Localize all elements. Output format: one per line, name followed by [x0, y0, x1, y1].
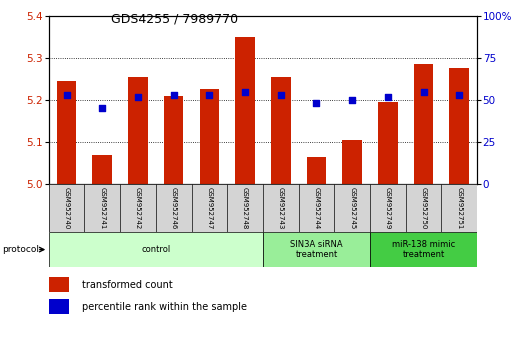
Bar	[49, 232, 263, 267]
Point	[170, 92, 178, 98]
Text: GSM952744: GSM952744	[313, 187, 320, 229]
Bar	[85, 184, 120, 232]
Text: GSM952746: GSM952746	[171, 187, 176, 229]
Bar	[200, 90, 219, 184]
Bar	[307, 157, 326, 184]
Bar	[92, 155, 112, 184]
Point	[348, 97, 356, 103]
Bar	[449, 68, 469, 184]
Bar	[378, 102, 398, 184]
Bar	[227, 184, 263, 232]
Text: percentile rank within the sample: percentile rank within the sample	[82, 302, 247, 312]
Point	[63, 92, 71, 98]
Bar	[263, 184, 299, 232]
Bar	[128, 77, 148, 184]
Bar	[57, 81, 76, 184]
Bar	[156, 184, 191, 232]
Point	[455, 92, 463, 98]
Point	[384, 94, 392, 99]
Bar	[441, 184, 477, 232]
Point	[420, 89, 428, 95]
Bar	[370, 232, 477, 267]
Text: GSM952750: GSM952750	[421, 187, 426, 229]
Bar	[49, 184, 85, 232]
Point	[312, 101, 321, 106]
Bar	[49, 277, 69, 292]
Bar	[263, 232, 370, 267]
Text: control: control	[141, 245, 170, 254]
Point	[98, 105, 106, 111]
Bar	[413, 64, 433, 184]
Text: GSM952745: GSM952745	[349, 187, 355, 229]
Bar	[235, 37, 255, 184]
Bar	[191, 184, 227, 232]
Text: transformed count: transformed count	[82, 280, 173, 291]
Text: GSM952741: GSM952741	[100, 187, 105, 229]
Bar	[299, 184, 334, 232]
Bar	[334, 184, 370, 232]
Text: GDS4255 / 7989770: GDS4255 / 7989770	[111, 12, 238, 25]
Text: GSM952740: GSM952740	[64, 187, 70, 229]
Point	[241, 89, 249, 95]
Bar	[120, 184, 156, 232]
Point	[134, 94, 142, 99]
Point	[277, 92, 285, 98]
Bar	[49, 299, 69, 314]
Bar	[406, 184, 441, 232]
Bar	[342, 140, 362, 184]
Text: GSM952743: GSM952743	[278, 187, 284, 229]
Text: protocol: protocol	[3, 245, 40, 254]
Text: GSM952747: GSM952747	[206, 187, 212, 229]
Text: miR-138 mimic
treatment: miR-138 mimic treatment	[392, 240, 455, 259]
Bar	[164, 96, 184, 184]
Text: SIN3A siRNA
treatment: SIN3A siRNA treatment	[290, 240, 343, 259]
Text: GSM952742: GSM952742	[135, 187, 141, 229]
Point	[205, 92, 213, 98]
Text: GSM952748: GSM952748	[242, 187, 248, 229]
Bar	[271, 77, 290, 184]
Text: GSM952751: GSM952751	[456, 187, 462, 229]
Text: GSM952749: GSM952749	[385, 187, 391, 229]
Bar	[370, 184, 406, 232]
